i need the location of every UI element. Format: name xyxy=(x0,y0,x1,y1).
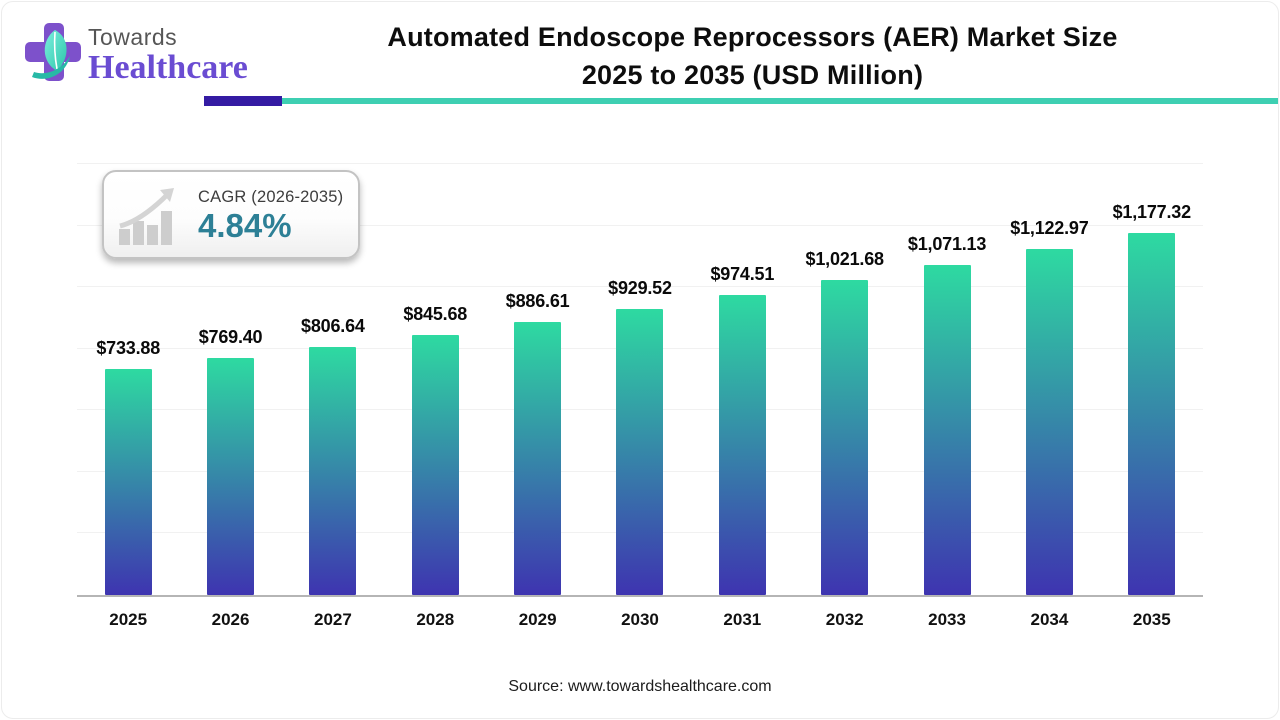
accent-purple-segment xyxy=(204,96,282,106)
bar-value-label: $929.52 xyxy=(608,277,672,298)
gridline xyxy=(77,163,1203,164)
bar xyxy=(514,322,562,595)
bar-group-2026: $769.40 xyxy=(179,166,281,595)
bar-value-label: $1,021.68 xyxy=(805,249,884,270)
towards-healthcare-logo: Towards Healthcare xyxy=(24,20,248,85)
bar xyxy=(207,358,255,595)
x-axis-label: 2032 xyxy=(825,610,864,629)
bar xyxy=(1128,232,1176,595)
logo-towards: Towards xyxy=(88,24,178,50)
bar-value-label: $1,122.97 xyxy=(1010,218,1089,239)
bar-value-label: $974.51 xyxy=(710,264,775,284)
x-axis-label: 2031 xyxy=(723,610,762,629)
cagr-value: 4.84% xyxy=(198,206,292,244)
logo-wordmark: Towards Healthcare xyxy=(88,20,248,85)
bar xyxy=(411,334,459,595)
bar-chart: CAGR (2026-2035) 4.84% $733.88 $769.40 $80… xyxy=(77,163,1203,630)
bar-value-label: $886.61 xyxy=(505,291,570,312)
accent-teal-segment xyxy=(282,98,1278,104)
source-text: Source: www.towardshealthcare.com xyxy=(508,678,772,695)
bar-group-2028: $845.68 xyxy=(384,166,486,595)
x-axis-label: 2034 xyxy=(1030,610,1069,629)
bar xyxy=(718,295,766,595)
gridline xyxy=(77,224,1203,226)
x-axis-label: 2028 xyxy=(416,610,455,629)
x-axis-label: 2035 xyxy=(1132,610,1171,629)
bar-value-label: $1,071.13 xyxy=(907,234,987,255)
logo-healthcare: Healthcare xyxy=(88,49,248,86)
x-axis-label: 2033 xyxy=(928,610,966,629)
bar-value-label: $806.64 xyxy=(301,315,365,336)
bar xyxy=(104,369,152,595)
bar-value-label: $769.40 xyxy=(198,327,263,348)
bar xyxy=(309,346,357,595)
bar-group-2029: $886.61 xyxy=(486,166,588,595)
cagr-label: CAGR (2026-2035) xyxy=(198,187,344,206)
bar-value-label: $845.68 xyxy=(403,303,468,324)
x-axis-labels: 2025 2026 2027 2028 2029 2030 2031 2032 2033 2034… xyxy=(77,597,1203,630)
towards-healthcare-logo-icon xyxy=(25,23,81,81)
growth-chart-icon xyxy=(119,187,174,245)
x-axis-label: 2025 xyxy=(109,610,148,629)
bar-value-label: $733.88 xyxy=(96,338,161,359)
page-title: Automated Endoscope Reprocessors (AER) M… xyxy=(227,18,1278,94)
x-axis-label: 2027 xyxy=(313,610,352,629)
bar-group-2031: $974.51 xyxy=(691,166,793,595)
header: Towards Healthcare Automated Endoscope R… xyxy=(2,2,1278,106)
bar-group-2033: $1,071.13 xyxy=(896,166,998,595)
page-title-line2: 2025 to 2035 (USD Million) xyxy=(581,60,924,90)
x-axis-label: 2029 xyxy=(518,610,557,629)
x-axis-label: 2030 xyxy=(621,610,659,629)
bar-group-2034: $1,122.97 xyxy=(998,166,1100,595)
header-accent-rule xyxy=(2,96,1278,106)
bar xyxy=(821,280,869,595)
bar-value-label: $1,177.32 xyxy=(1112,201,1191,222)
bar-group-2032: $1,021.68 xyxy=(794,166,896,595)
plot-area: $733.88 $769.40 $806.64 $845.68 $886.61 $929.… xyxy=(77,163,1203,597)
x-axis-label: 2026 xyxy=(211,610,250,629)
gridline xyxy=(77,286,1203,288)
bar xyxy=(923,265,971,595)
bar-group-2025: $733.88 xyxy=(77,166,179,595)
bar xyxy=(1025,249,1073,595)
cagr-text: CAGR (2026-2035) 4.84% xyxy=(198,188,343,242)
page-title-line1: Automated Endoscope Reprocessors (AER) M… xyxy=(387,22,1118,52)
footer: Source: www.towardshealthcare.com xyxy=(2,678,1278,696)
bar-group-2035: $1,177.32 xyxy=(1101,166,1203,595)
bar-group-2027: $806.64 xyxy=(282,166,384,595)
bar-series: $733.88 $769.40 $806.64 $845.68 $886.61 $929.… xyxy=(77,166,1203,595)
cagr-badge: CAGR (2026-2035) 4.84% xyxy=(102,170,360,259)
bar xyxy=(616,308,664,595)
bar-group-2030: $929.52 xyxy=(589,166,691,595)
